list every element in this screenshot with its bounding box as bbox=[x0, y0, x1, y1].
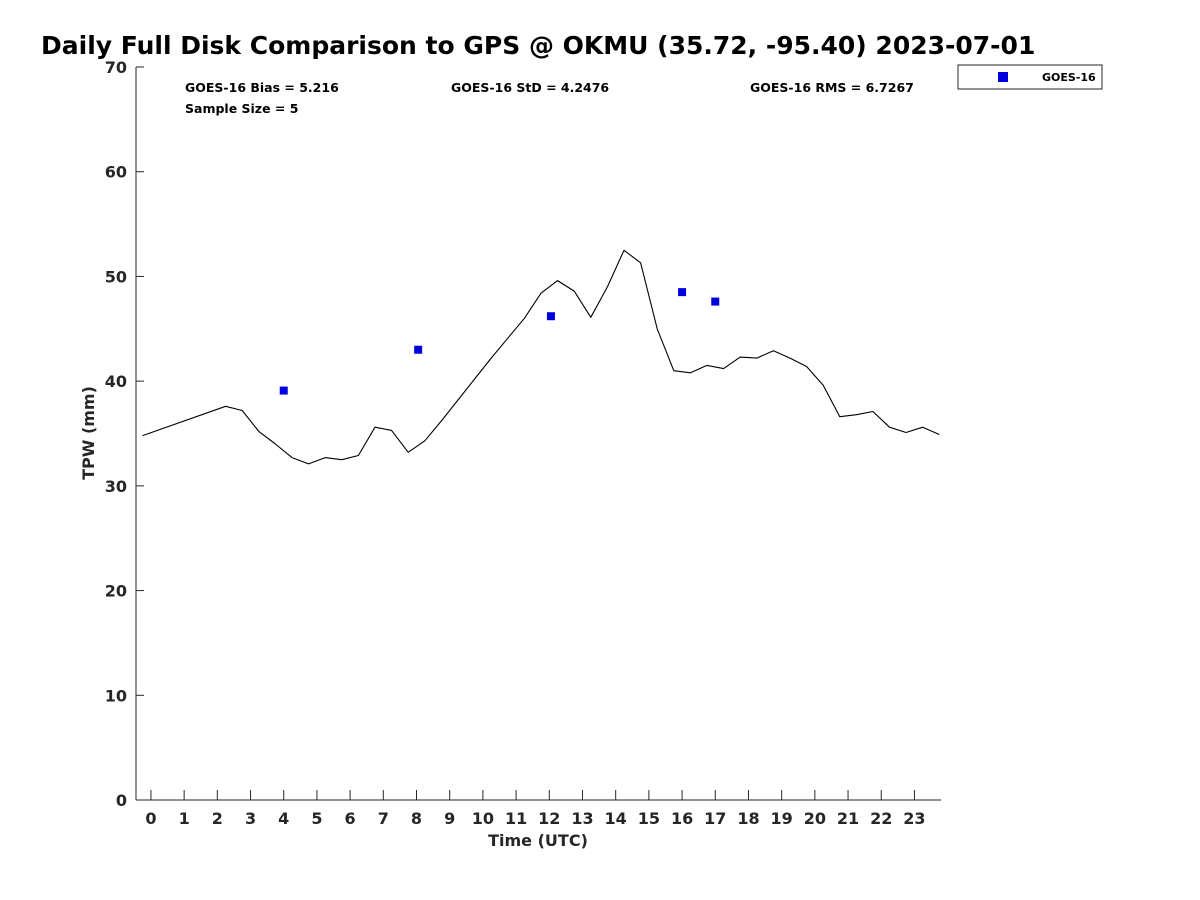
stat-rms: GOES-16 RMS = 6.7267 bbox=[750, 80, 914, 95]
chart-title: Daily Full Disk Comparison to GPS @ OKMU… bbox=[41, 31, 1035, 60]
x-tick-label: 6 bbox=[345, 809, 356, 828]
x-axis-ticks: 0 1 2 3 4 5 6 7 8 9 10 11 12 13 14 15 16 17 18 19 20 21 22 23 bbox=[145, 790, 926, 828]
x-tick-label: 19 bbox=[771, 809, 793, 828]
data-point-goes16 bbox=[546, 312, 555, 321]
data-point-goes16 bbox=[279, 386, 288, 395]
x-tick-label: 9 bbox=[444, 809, 455, 828]
x-tick-label: 7 bbox=[378, 809, 389, 828]
x-tick-label: 21 bbox=[837, 809, 859, 828]
x-tick-label: 23 bbox=[903, 809, 925, 828]
legend-marker-goes16 bbox=[998, 72, 1008, 82]
y-tick-label: 0 bbox=[116, 791, 127, 810]
legend-box bbox=[957, 64, 1103, 90]
y-axis-ticks: 0 10 20 30 40 50 60 70 bbox=[105, 58, 144, 810]
x-tick-label: 2 bbox=[212, 809, 223, 828]
data-point-goes16 bbox=[414, 345, 423, 354]
stat-sample-size: Sample Size = 5 bbox=[185, 101, 298, 116]
x-tick-label: 16 bbox=[671, 809, 693, 828]
x-tick-label: 22 bbox=[870, 809, 892, 828]
x-tick-label: 17 bbox=[704, 809, 726, 828]
x-tick-label: 1 bbox=[179, 809, 190, 828]
x-axis-label: Time (UTC) bbox=[488, 831, 588, 850]
x-tick-label: 14 bbox=[605, 809, 627, 828]
stat-bias: GOES-16 Bias = 5.216 bbox=[185, 80, 339, 95]
x-tick-label: 15 bbox=[638, 809, 660, 828]
x-tick-label: 3 bbox=[245, 809, 256, 828]
x-tick-label: 5 bbox=[311, 809, 322, 828]
legend: GOES-16 bbox=[957, 64, 1103, 90]
x-tick-label: 11 bbox=[505, 809, 527, 828]
data-point-goes16 bbox=[711, 297, 720, 306]
y-tick-label: 20 bbox=[105, 582, 127, 601]
y-axis-label: TPW (mm) bbox=[79, 386, 98, 480]
legend-label-goes16: GOES-16 bbox=[1042, 71, 1096, 84]
x-tick-label: 10 bbox=[472, 809, 494, 828]
y-tick-label: 60 bbox=[105, 163, 127, 182]
x-tick-label: 0 bbox=[145, 809, 156, 828]
y-tick-label: 40 bbox=[105, 372, 127, 391]
x-tick-label: 18 bbox=[737, 809, 759, 828]
y-tick-label: 10 bbox=[105, 686, 127, 705]
series-line-gps bbox=[142, 249, 940, 465]
x-tick-label: 8 bbox=[411, 809, 422, 828]
series-points-goes16 bbox=[279, 288, 720, 395]
x-tick-label: 12 bbox=[538, 809, 560, 828]
x-tick-label: 4 bbox=[278, 809, 289, 828]
y-tick-label: 30 bbox=[105, 477, 127, 496]
plot-area bbox=[135, 67, 941, 801]
x-tick-label: 20 bbox=[804, 809, 826, 828]
y-tick-label: 70 bbox=[105, 58, 127, 77]
stat-std: GOES-16 StD = 4.2476 bbox=[451, 80, 609, 95]
y-tick-label: 50 bbox=[105, 267, 127, 286]
x-tick-label: 13 bbox=[571, 809, 593, 828]
data-point-goes16 bbox=[678, 288, 687, 297]
